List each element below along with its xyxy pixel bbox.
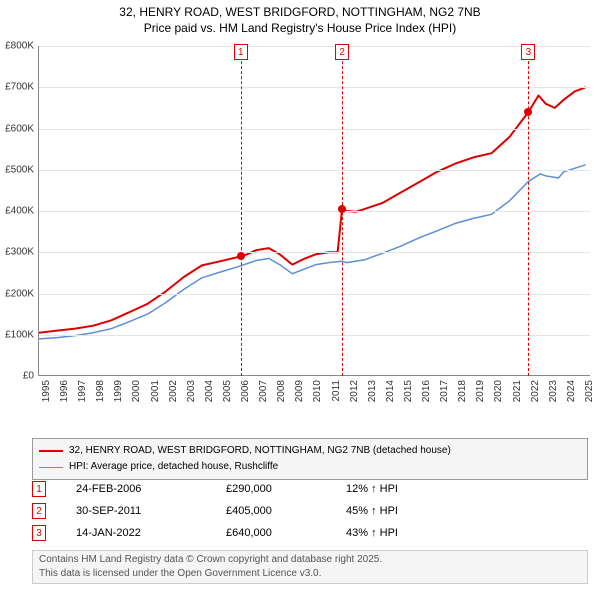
table-row: 2 30-SEP-2011 £405,000 45% ↑ HPI [32, 500, 588, 522]
title-subtitle: Price paid vs. HM Land Registry's House … [0, 20, 600, 36]
plot-region: 1 2 3 [38, 46, 590, 376]
x-tick-label: 1998 [95, 380, 106, 402]
x-tick-label: 1997 [77, 380, 88, 402]
sale-marker-dot [524, 108, 532, 116]
x-tick-label: 2004 [204, 380, 215, 402]
sale-vline-badge: 1 [234, 44, 248, 60]
sale-date: 24-FEB-2006 [76, 483, 226, 495]
chart-container: 32, HENRY ROAD, WEST BRIDGFORD, NOTTINGH… [0, 0, 600, 590]
x-tick-label: 2020 [493, 380, 504, 402]
x-tick-label: 2001 [150, 380, 161, 402]
footer-attribution: Contains HM Land Registry data © Crown c… [32, 550, 588, 584]
chart-title: 32, HENRY ROAD, WEST BRIDGFORD, NOTTINGH… [0, 0, 600, 36]
gridline [39, 211, 590, 212]
y-tick-label: £200K [5, 288, 34, 299]
sale-vline [528, 46, 529, 376]
y-tick-label: £700K [5, 82, 34, 93]
sale-price: £290,000 [226, 483, 346, 495]
footer-line: Contains HM Land Registry data © Crown c… [39, 553, 581, 567]
sale-delta: 45% ↑ HPI [346, 505, 466, 517]
legend-item: HPI: Average price, detached house, Rush… [39, 459, 581, 475]
sale-delta: 12% ↑ HPI [346, 483, 466, 495]
x-tick-label: 2024 [566, 380, 577, 402]
x-tick-label: 2013 [367, 380, 378, 402]
chart-area: 123 £0£100K£200K£300K£400K£500K£600K£700… [38, 46, 590, 406]
x-tick-label: 2019 [475, 380, 486, 402]
x-tick-label: 2005 [222, 380, 233, 402]
table-row: 1 24-FEB-2006 £290,000 12% ↑ HPI [32, 478, 588, 500]
gridline [39, 46, 590, 47]
table-row: 3 14-JAN-2022 £640,000 43% ↑ HPI [32, 522, 588, 544]
y-tick-label: £500K [5, 164, 34, 175]
legend-label: HPI: Average price, detached house, Rush… [69, 459, 278, 475]
y-tick-label: £400K [5, 206, 34, 217]
sale-marker-badge: 1 [32, 481, 46, 497]
sale-date: 14-JAN-2022 [76, 527, 226, 539]
x-tick-label: 1996 [59, 380, 70, 402]
gridline [39, 252, 590, 253]
x-tick-label: 2025 [584, 380, 595, 402]
sale-price: £405,000 [226, 505, 346, 517]
legend-swatch [39, 450, 63, 452]
legend-swatch [39, 467, 63, 468]
sale-marker-badge: 3 [32, 525, 46, 541]
x-tick-label: 2011 [331, 380, 342, 402]
x-tick-label: 1995 [41, 380, 52, 402]
title-address: 32, HENRY ROAD, WEST BRIDGFORD, NOTTINGH… [0, 4, 600, 20]
sale-vline-badge: 2 [335, 44, 349, 60]
sale-marker-dot [338, 205, 346, 213]
y-tick-label: £100K [5, 329, 34, 340]
sales-table: 1 24-FEB-2006 £290,000 12% ↑ HPI 2 30-SE… [32, 478, 588, 544]
x-tick-label: 2006 [240, 380, 251, 402]
sale-vline [241, 46, 242, 376]
legend-label: 32, HENRY ROAD, WEST BRIDGFORD, NOTTINGH… [69, 443, 451, 459]
footer-line: This data is licensed under the Open Gov… [39, 567, 581, 581]
sale-marker-badge: 2 [32, 503, 46, 519]
x-tick-label: 2015 [403, 380, 414, 402]
x-tick-label: 2003 [186, 380, 197, 402]
sale-delta: 43% ↑ HPI [346, 527, 466, 539]
gridline [39, 335, 590, 336]
gridline [39, 87, 590, 88]
x-tick-label: 2022 [530, 380, 541, 402]
sale-price: £640,000 [226, 527, 346, 539]
x-tick-label: 2023 [548, 380, 559, 402]
gridline [39, 129, 590, 130]
x-tick-label: 2007 [258, 380, 269, 402]
gridline [39, 294, 590, 295]
y-tick-label: £800K [5, 41, 34, 52]
x-tick-label: 2017 [439, 380, 450, 402]
x-tick-label: 2012 [349, 380, 360, 402]
x-tick-label: 2000 [131, 380, 142, 402]
y-tick-label: £300K [5, 247, 34, 258]
x-tick-label: 2008 [276, 380, 287, 402]
x-tick-label: 1999 [113, 380, 124, 402]
x-tick-label: 2002 [168, 380, 179, 402]
y-tick-label: £600K [5, 123, 34, 134]
legend: 32, HENRY ROAD, WEST BRIDGFORD, NOTTINGH… [32, 438, 588, 480]
sale-vline-badge: 3 [521, 44, 535, 60]
x-tick-label: 2021 [512, 380, 523, 402]
x-tick-label: 2016 [421, 380, 432, 402]
sale-marker-dot [237, 252, 245, 260]
series-line-price_paid [39, 87, 586, 332]
x-tick-label: 2018 [457, 380, 468, 402]
x-tick-label: 2014 [385, 380, 396, 402]
sale-date: 30-SEP-2011 [76, 505, 226, 517]
gridline [39, 170, 590, 171]
legend-item: 32, HENRY ROAD, WEST BRIDGFORD, NOTTINGH… [39, 443, 581, 459]
x-tick-label: 2009 [294, 380, 305, 402]
x-tick-label: 2010 [312, 380, 323, 402]
y-tick-label: £0 [23, 371, 34, 382]
